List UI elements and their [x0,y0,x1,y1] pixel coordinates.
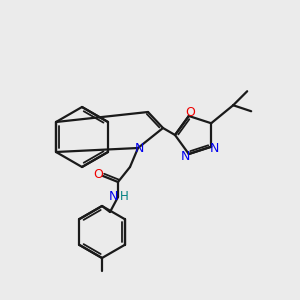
Text: N: N [134,142,144,155]
Text: N: N [209,142,219,155]
Text: H: H [120,190,128,202]
Text: N: N [181,149,190,163]
Text: O: O [185,106,195,119]
Text: N: N [108,190,118,203]
Text: O: O [93,169,103,182]
